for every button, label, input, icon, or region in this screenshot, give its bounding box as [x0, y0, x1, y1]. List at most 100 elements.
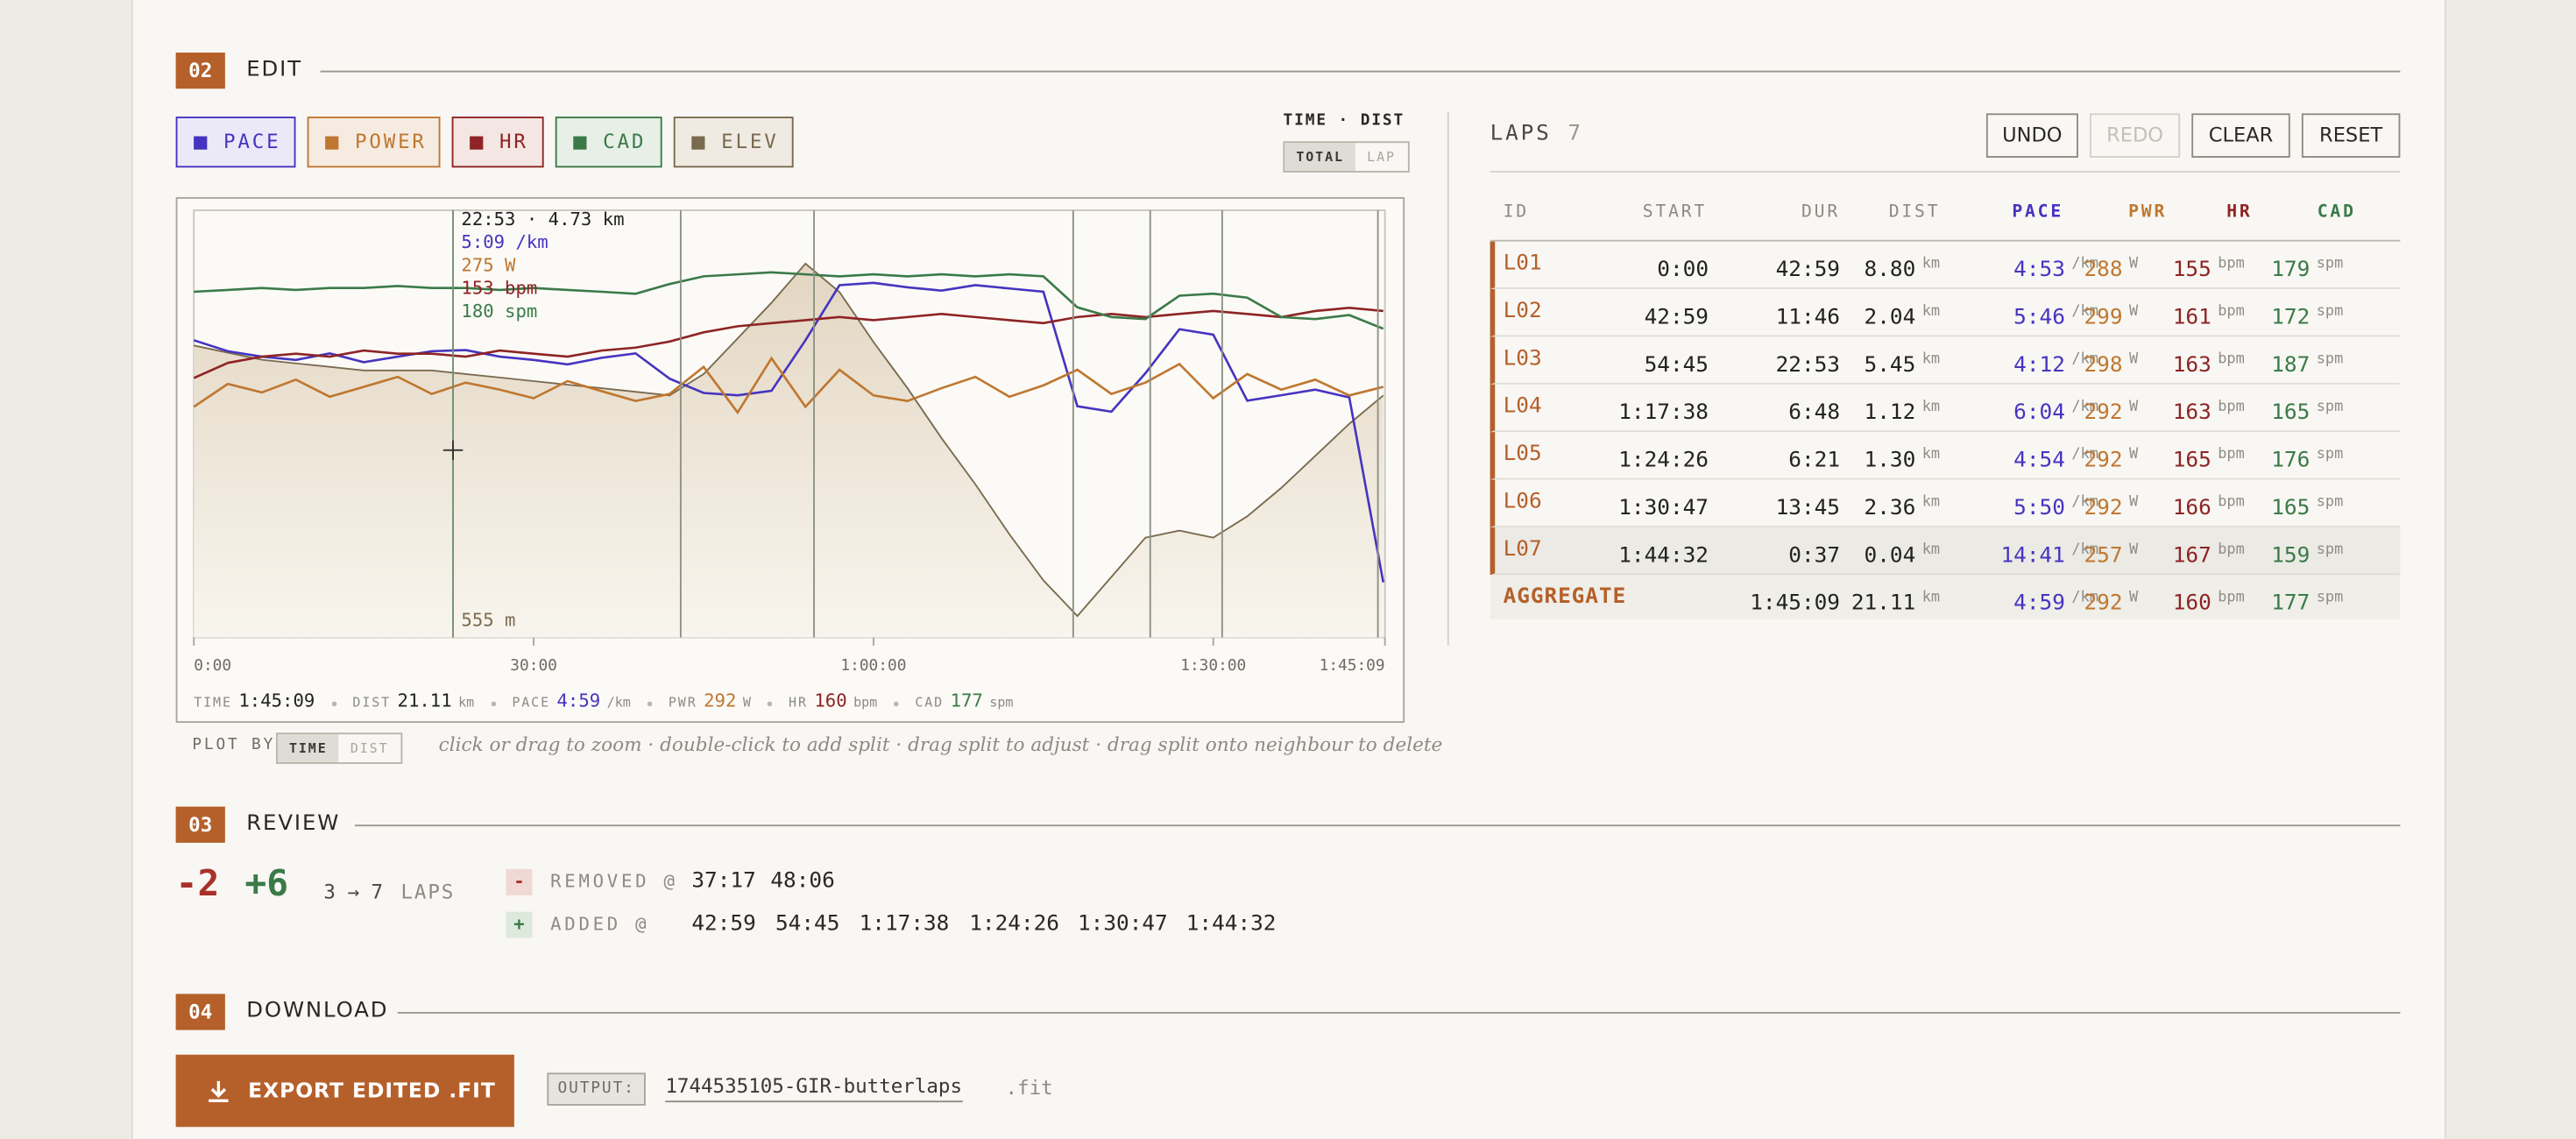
change-time: 37:17: [691, 868, 756, 894]
plot-by-option[interactable]: DIST: [350, 740, 389, 756]
lap-row[interactable]: [1490, 289, 2401, 337]
series-toggle[interactable]: POWER: [307, 117, 441, 168]
lap-button[interactable]: UNDO: [1985, 113, 2078, 158]
x-tick-label: 0:00: [194, 656, 231, 675]
summary-unit: /km: [606, 695, 631, 710]
output-label: OUTPUT:: [547, 1072, 646, 1106]
lap-cell: 299: [1975, 299, 2122, 330]
lap-row[interactable]: [1490, 527, 2401, 576]
lap-cell: 42:59: [1692, 251, 1840, 282]
lap-button[interactable]: RESET: [2301, 113, 2401, 158]
cell-value: 2.04: [1864, 305, 1916, 330]
aggregate-label: AGGREGATE: [1503, 584, 1627, 610]
lap-cell: 165: [2063, 442, 2212, 473]
cell-unit: spm: [2316, 541, 2344, 559]
lap-row[interactable]: [1490, 384, 2401, 433]
cell-unit: /km: [2071, 541, 2098, 559]
separator: [490, 701, 496, 707]
export-label: EXPORT EDITED .FIT: [248, 1078, 496, 1103]
view-option[interactable]: LAP: [1367, 149, 1396, 165]
toggle-label: PACE: [223, 130, 281, 153]
cell-value: 1.12: [1864, 400, 1916, 426]
toggle-swatch: [194, 136, 208, 150]
lap-id: L07: [1503, 537, 1542, 562]
cell-value: 288: [2084, 258, 2123, 283]
lap-button[interactable]: CLEAR: [2191, 113, 2290, 158]
lap-cell: 6:04: [1917, 394, 2065, 426]
summary-unit: bpm: [853, 695, 878, 710]
lap-cell: 292: [1975, 490, 2122, 520]
lap-cell: 292: [1975, 394, 2122, 426]
toggle-swatch: [470, 136, 484, 150]
lap-cell: 11:46: [1692, 299, 1840, 330]
cell-value: 14:41: [2000, 543, 2065, 569]
x-tick-label: 1:00:00: [840, 656, 906, 675]
cell-unit: W: [2129, 303, 2139, 321]
lap-cell: 5.45: [1768, 347, 1916, 378]
lap-id: L05: [1503, 442, 1542, 467]
lap-cell: 1:44:32: [1560, 537, 1709, 569]
cell-value: 187: [2271, 353, 2311, 378]
output-filename[interactable]: 1744535105-GIR-butterlaps: [665, 1074, 963, 1103]
x-tick-label: 1:30:00: [1180, 656, 1246, 675]
lap-id: L04: [1503, 394, 1542, 420]
cell-unit: km: [1921, 447, 1941, 463]
lap-cell: 0:00: [1560, 251, 1709, 283]
lap-id: L02: [1503, 299, 1542, 324]
toggle-label: CAD: [603, 130, 647, 153]
change-time: 42:59: [691, 911, 756, 937]
cell-unit: km: [1921, 303, 1941, 321]
cursor-readout: 180 spm: [461, 301, 537, 322]
cell-value: 161: [2172, 305, 2212, 330]
view-label: TIME · DIST: [1283, 111, 1405, 131]
cell-unit: bpm: [2218, 303, 2245, 321]
plot-by-option[interactable]: TIME: [277, 734, 339, 762]
lap-cell: 187: [2162, 347, 2311, 378]
cell-value: 11:46: [1775, 305, 1840, 330]
lap-cell: 176: [2162, 442, 2310, 473]
header-rule: [1490, 239, 2401, 242]
cell-value: 292: [2084, 591, 2123, 617]
lap-cell: 163: [2063, 394, 2212, 426]
lap-cell: 2.36: [1768, 490, 1916, 520]
lap-row[interactable]: [1490, 479, 2401, 527]
cell-value: 13:45: [1775, 496, 1840, 521]
export-button[interactable]: EXPORT EDITED .FIT: [175, 1054, 514, 1128]
cell-value: 1.30: [1864, 448, 1916, 473]
cell-value: 6:21: [1788, 448, 1840, 473]
series-toggle[interactable]: CAD: [555, 117, 662, 168]
cell-value: 172: [2271, 305, 2311, 330]
cell-value: 0:00: [1657, 258, 1709, 283]
lap-row[interactable]: [1490, 432, 2401, 480]
section-rule: [397, 1012, 2401, 1014]
cursor-heading: 22:53 · 4.73 km: [461, 209, 624, 230]
summary-value: 160: [814, 690, 847, 711]
summary-label: TIME: [194, 695, 232, 710]
summary-value: 21.11: [397, 690, 452, 711]
change-time: 1:30:47: [1078, 911, 1168, 937]
lap-cell: 4:54: [1917, 442, 2065, 473]
series-toggle[interactable]: HR: [451, 117, 544, 168]
lap-cell: 13:45: [1692, 490, 1840, 521]
summary-value: 4:59: [556, 690, 601, 711]
cell-value: 8.80: [1864, 258, 1916, 283]
cell-unit: km: [1921, 351, 1941, 368]
cell-value: 163: [2172, 353, 2212, 378]
removed-count: -2: [175, 864, 220, 906]
series-toggle[interactable]: PACE: [175, 117, 296, 168]
cell-value: 1:30:47: [1618, 496, 1709, 521]
cell-unit: km: [1921, 590, 1941, 606]
lap-row[interactable]: [1490, 336, 2401, 385]
change-time: 1:44:32: [1185, 911, 1277, 937]
toggle-label: HR: [499, 130, 528, 153]
aggregate-cell: 177: [2162, 585, 2310, 616]
cell-value: 165: [2271, 400, 2311, 426]
separator: [894, 701, 899, 707]
series-toggle[interactable]: ELEV: [673, 117, 794, 168]
cursor-readout: 153 bpm: [461, 278, 537, 299]
cell-unit: bpm: [2218, 351, 2245, 368]
output-extension: .fit: [1005, 1076, 1053, 1100]
lap-row[interactable]: [1490, 241, 2401, 289]
view-option[interactable]: TOTAL: [1284, 143, 1356, 171]
